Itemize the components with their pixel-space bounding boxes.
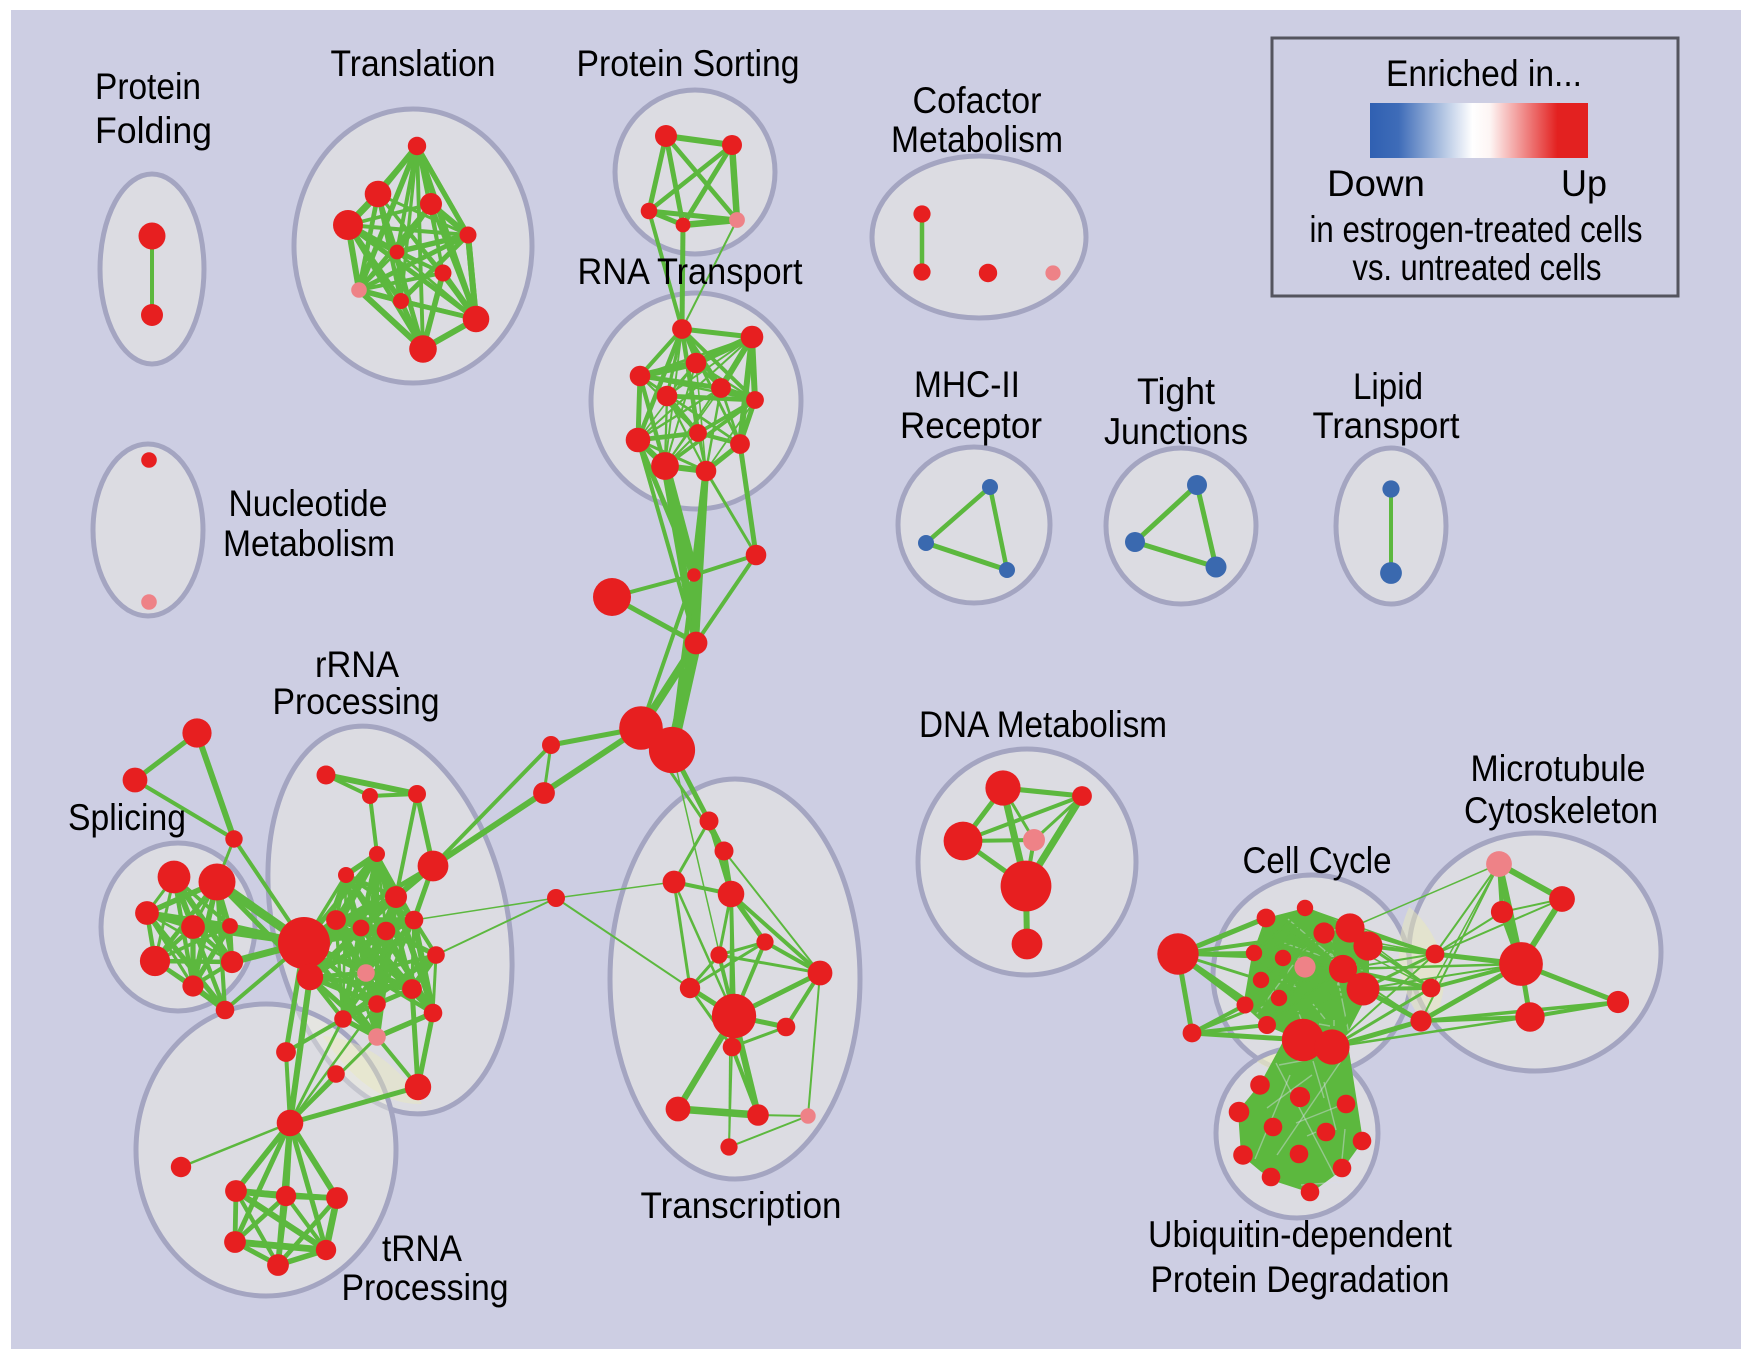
svg-text:Junctions: Junctions	[1104, 411, 1248, 452]
svg-text:Up: Up	[1561, 163, 1607, 204]
svg-text:Folding: Folding	[95, 110, 212, 151]
svg-text:Microtubule: Microtubule	[1471, 748, 1646, 789]
svg-text:Ubiquitin-dependent: Ubiquitin-dependent	[1148, 1214, 1453, 1255]
svg-text:rRNA: rRNA	[315, 644, 399, 685]
svg-text:DNA Metabolism: DNA Metabolism	[919, 704, 1167, 745]
svg-text:Processing: Processing	[273, 681, 440, 722]
svg-text:Translation: Translation	[331, 43, 496, 84]
svg-text:Transcription: Transcription	[641, 1185, 842, 1226]
svg-text:Lipid: Lipid	[1353, 366, 1423, 407]
svg-text:Processing: Processing	[342, 1267, 509, 1308]
svg-text:vs. untreated cells: vs. untreated cells	[1353, 247, 1602, 288]
svg-text:Receptor: Receptor	[900, 405, 1042, 446]
svg-text:Protein Sorting: Protein Sorting	[577, 43, 800, 84]
svg-text:Tight: Tight	[1137, 371, 1216, 412]
svg-text:Cytoskeleton: Cytoskeleton	[1464, 790, 1658, 831]
svg-text:Metabolism: Metabolism	[891, 119, 1063, 160]
svg-text:MHC-II: MHC-II	[914, 364, 1020, 405]
svg-text:Splicing: Splicing	[68, 797, 186, 838]
svg-text:Protein: Protein	[95, 66, 201, 107]
svg-text:Nucleotide: Nucleotide	[229, 483, 388, 524]
svg-text:Down: Down	[1327, 163, 1425, 204]
svg-text:Metabolism: Metabolism	[223, 523, 395, 564]
svg-text:tRNA: tRNA	[382, 1228, 462, 1269]
svg-text:in estrogen-treated cells: in estrogen-treated cells	[1310, 209, 1643, 250]
svg-text:Enriched in...: Enriched in...	[1386, 53, 1582, 94]
svg-text:Transport: Transport	[1313, 405, 1461, 446]
svg-text:Protein Degradation: Protein Degradation	[1151, 1259, 1450, 1300]
svg-text:Cofactor: Cofactor	[913, 80, 1042, 121]
svg-text:RNA Transport: RNA Transport	[578, 251, 804, 292]
svg-text:Cell Cycle: Cell Cycle	[1243, 840, 1392, 881]
